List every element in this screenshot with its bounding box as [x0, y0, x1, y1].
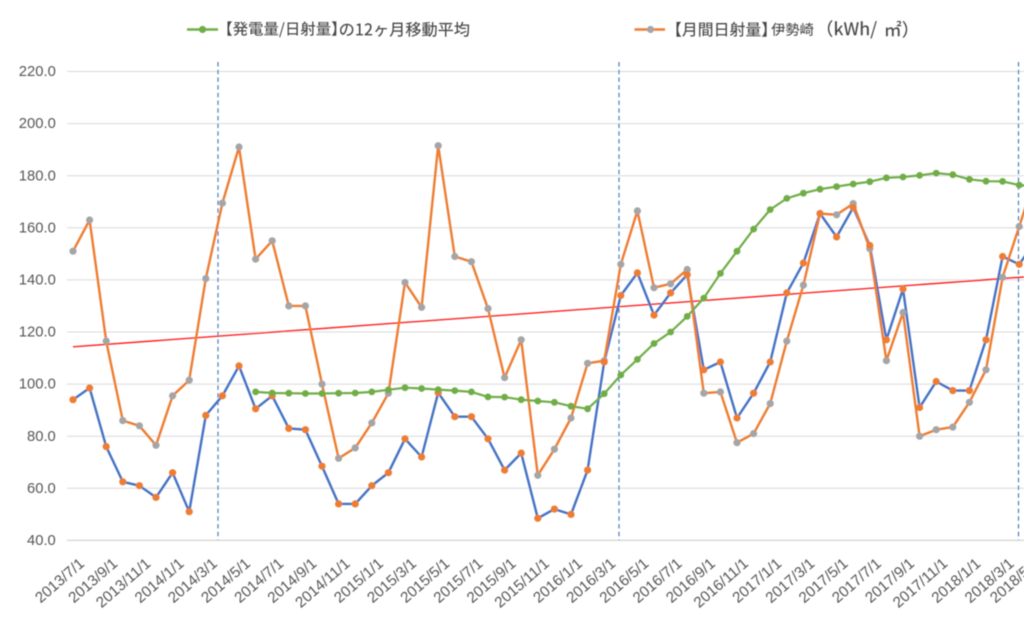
svg-text:40.0: 40.0: [27, 533, 56, 549]
svg-text:160.0: 160.0: [19, 220, 56, 236]
svg-text:80.0: 80.0: [27, 429, 56, 445]
svg-text:120.0: 120.0: [19, 325, 56, 341]
svg-text:60.0: 60.0: [27, 481, 56, 497]
svg-text:200.0: 200.0: [19, 116, 56, 132]
svg-text:220.0: 220.0: [19, 64, 56, 80]
svg-text:100.0: 100.0: [19, 377, 56, 393]
svg-text:140.0: 140.0: [19, 273, 56, 289]
svg-text:180.0: 180.0: [19, 168, 56, 184]
